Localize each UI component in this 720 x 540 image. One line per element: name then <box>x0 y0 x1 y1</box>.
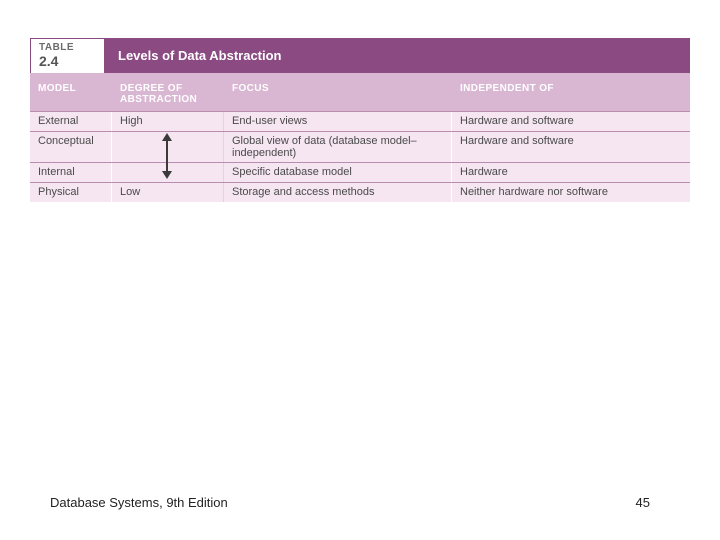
cell-independent: Neither hardware nor software <box>452 183 690 202</box>
cell-independent: Hardware and software <box>452 112 690 131</box>
table-number-box: TABLE 2.4 <box>30 38 104 73</box>
cell-model: Internal <box>30 163 112 182</box>
col-header-model: MODEL <box>30 73 112 111</box>
cell-independent: Hardware <box>452 163 690 182</box>
cell-degree <box>112 163 224 182</box>
cell-model: External <box>30 112 112 131</box>
cell-degree <box>112 132 224 162</box>
table-number: 2.4 <box>39 53 98 69</box>
cell-model: Physical <box>30 183 112 202</box>
cell-degree: Low <box>112 183 224 202</box>
col-header-degree: DEGREE OF ABSTRACTION <box>112 73 224 111</box>
cell-focus: Specific database model <box>224 163 452 182</box>
table-row: Internal Specific database model Hardwar… <box>30 162 690 182</box>
cell-model: Conceptual <box>30 132 112 162</box>
cell-focus: Global view of data (database model–inde… <box>224 132 452 162</box>
abstraction-table: TABLE 2.4 Levels of Data Abstraction MOD… <box>30 38 690 202</box>
table-row: Physical Low Storage and access methods … <box>30 182 690 202</box>
table-row: External High End-user views Hardware an… <box>30 111 690 131</box>
table-header: TABLE 2.4 Levels of Data Abstraction <box>30 38 690 73</box>
column-header-row: MODEL DEGREE OF ABSTRACTION FOCUS INDEPE… <box>30 73 690 111</box>
col-header-independent: INDEPENDENT OF <box>452 73 690 111</box>
cell-independent: Hardware and software <box>452 132 690 162</box>
cell-focus: End-user views <box>224 112 452 131</box>
table-title: Levels of Data Abstraction <box>104 38 690 73</box>
footer-page-number: 45 <box>636 495 650 510</box>
table-label-word: TABLE <box>39 42 98 53</box>
table-row: Conceptual Global view of data (database… <box>30 131 690 162</box>
footer-book-title: Database Systems, 9th Edition <box>50 495 228 510</box>
table-body: External High End-user views Hardware an… <box>30 111 690 202</box>
cell-focus: Storage and access methods <box>224 183 452 202</box>
cell-degree: High <box>112 112 224 131</box>
col-header-focus: FOCUS <box>224 73 452 111</box>
